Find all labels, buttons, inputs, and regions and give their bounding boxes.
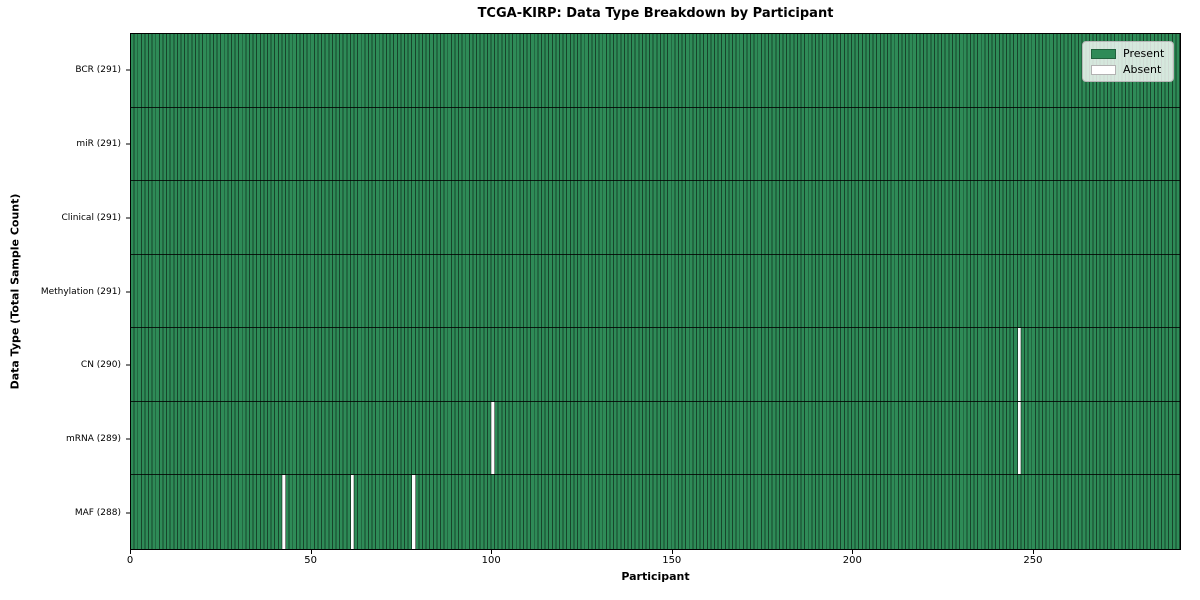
y-tick-mark-CN bbox=[126, 364, 130, 366]
y-tick-mark-Clinical bbox=[126, 217, 130, 219]
y-tick-label-BCR: BCR (291) bbox=[75, 64, 121, 75]
legend-label-absent: Absent bbox=[1123, 63, 1162, 76]
y-tick-mark-MAF bbox=[126, 512, 130, 514]
absent-gap-mRNA-100 bbox=[491, 401, 496, 475]
absent-gap-MAF-78 bbox=[412, 475, 416, 549]
x-tick-mark-200 bbox=[852, 550, 854, 554]
legend: Present Absent bbox=[1082, 41, 1174, 82]
y-tick-mark-BCR bbox=[126, 69, 130, 71]
x-tick-label-0: 0 bbox=[126, 555, 134, 566]
y-tick-mark-miR bbox=[126, 143, 130, 145]
legend-item-absent: Absent bbox=[1091, 64, 1165, 75]
y-tick-label-miR: miR (291) bbox=[76, 138, 121, 149]
x-tick-mark-150 bbox=[671, 550, 673, 554]
y-tick-mark-Methylation bbox=[126, 291, 130, 292]
legend-swatch-absent bbox=[1091, 64, 1116, 75]
x-tick-label-50: 50 bbox=[304, 555, 317, 566]
x-tick-mark-0 bbox=[130, 550, 131, 554]
y-tick-mark-mRNA bbox=[126, 438, 130, 440]
row-band-Clinical bbox=[131, 181, 1180, 255]
absent-gap-CN-246 bbox=[1017, 328, 1022, 401]
y-tick-label-Clinical: Clinical (291) bbox=[61, 212, 121, 223]
plot-area bbox=[130, 33, 1181, 550]
absent-gap-MAF-61 bbox=[350, 475, 355, 549]
x-tick-label-250: 250 bbox=[1023, 555, 1043, 566]
legend-label-present: Present bbox=[1123, 47, 1165, 60]
row-band-mRNA bbox=[131, 401, 1180, 476]
row-band-BCR bbox=[131, 34, 1180, 108]
chart-title: TCGA-KIRP: Data Type Breakdown by Partic… bbox=[477, 6, 834, 21]
x-tick-mark-50 bbox=[310, 550, 312, 554]
x-axis-title: Participant bbox=[621, 570, 690, 583]
x-tick-mark-250 bbox=[1032, 550, 1034, 554]
y-tick-label-Methylation: Methylation (291) bbox=[40, 286, 121, 297]
y-tick-label-mRNA: mRNA (289) bbox=[66, 434, 121, 445]
row-band-CN bbox=[131, 328, 1180, 402]
plot-rows bbox=[131, 34, 1180, 549]
absent-gap-mRNA-246 bbox=[1017, 401, 1022, 475]
row-band-MAF bbox=[131, 475, 1180, 549]
legend-item-present: Present bbox=[1091, 48, 1165, 59]
x-tick-label-200: 200 bbox=[842, 555, 862, 566]
y-tick-label-CN: CN (290) bbox=[80, 360, 121, 371]
x-tick-label-100: 100 bbox=[481, 555, 501, 566]
x-axis: 0 50 100 150 200 250 bbox=[126, 550, 1181, 572]
row-band-Methylation bbox=[131, 254, 1180, 329]
legend-swatch-present bbox=[1091, 48, 1116, 59]
row-band-miR bbox=[131, 107, 1180, 182]
x-tick-mark-100 bbox=[491, 550, 493, 554]
y-axis: BCR (291) miR (291) Clinical (291) Methylat… bbox=[0, 33, 130, 550]
absent-gap-MAF-42 bbox=[282, 475, 286, 549]
y-tick-label-MAF: MAF (288) bbox=[74, 508, 121, 519]
x-tick-label-150: 150 bbox=[662, 555, 682, 566]
